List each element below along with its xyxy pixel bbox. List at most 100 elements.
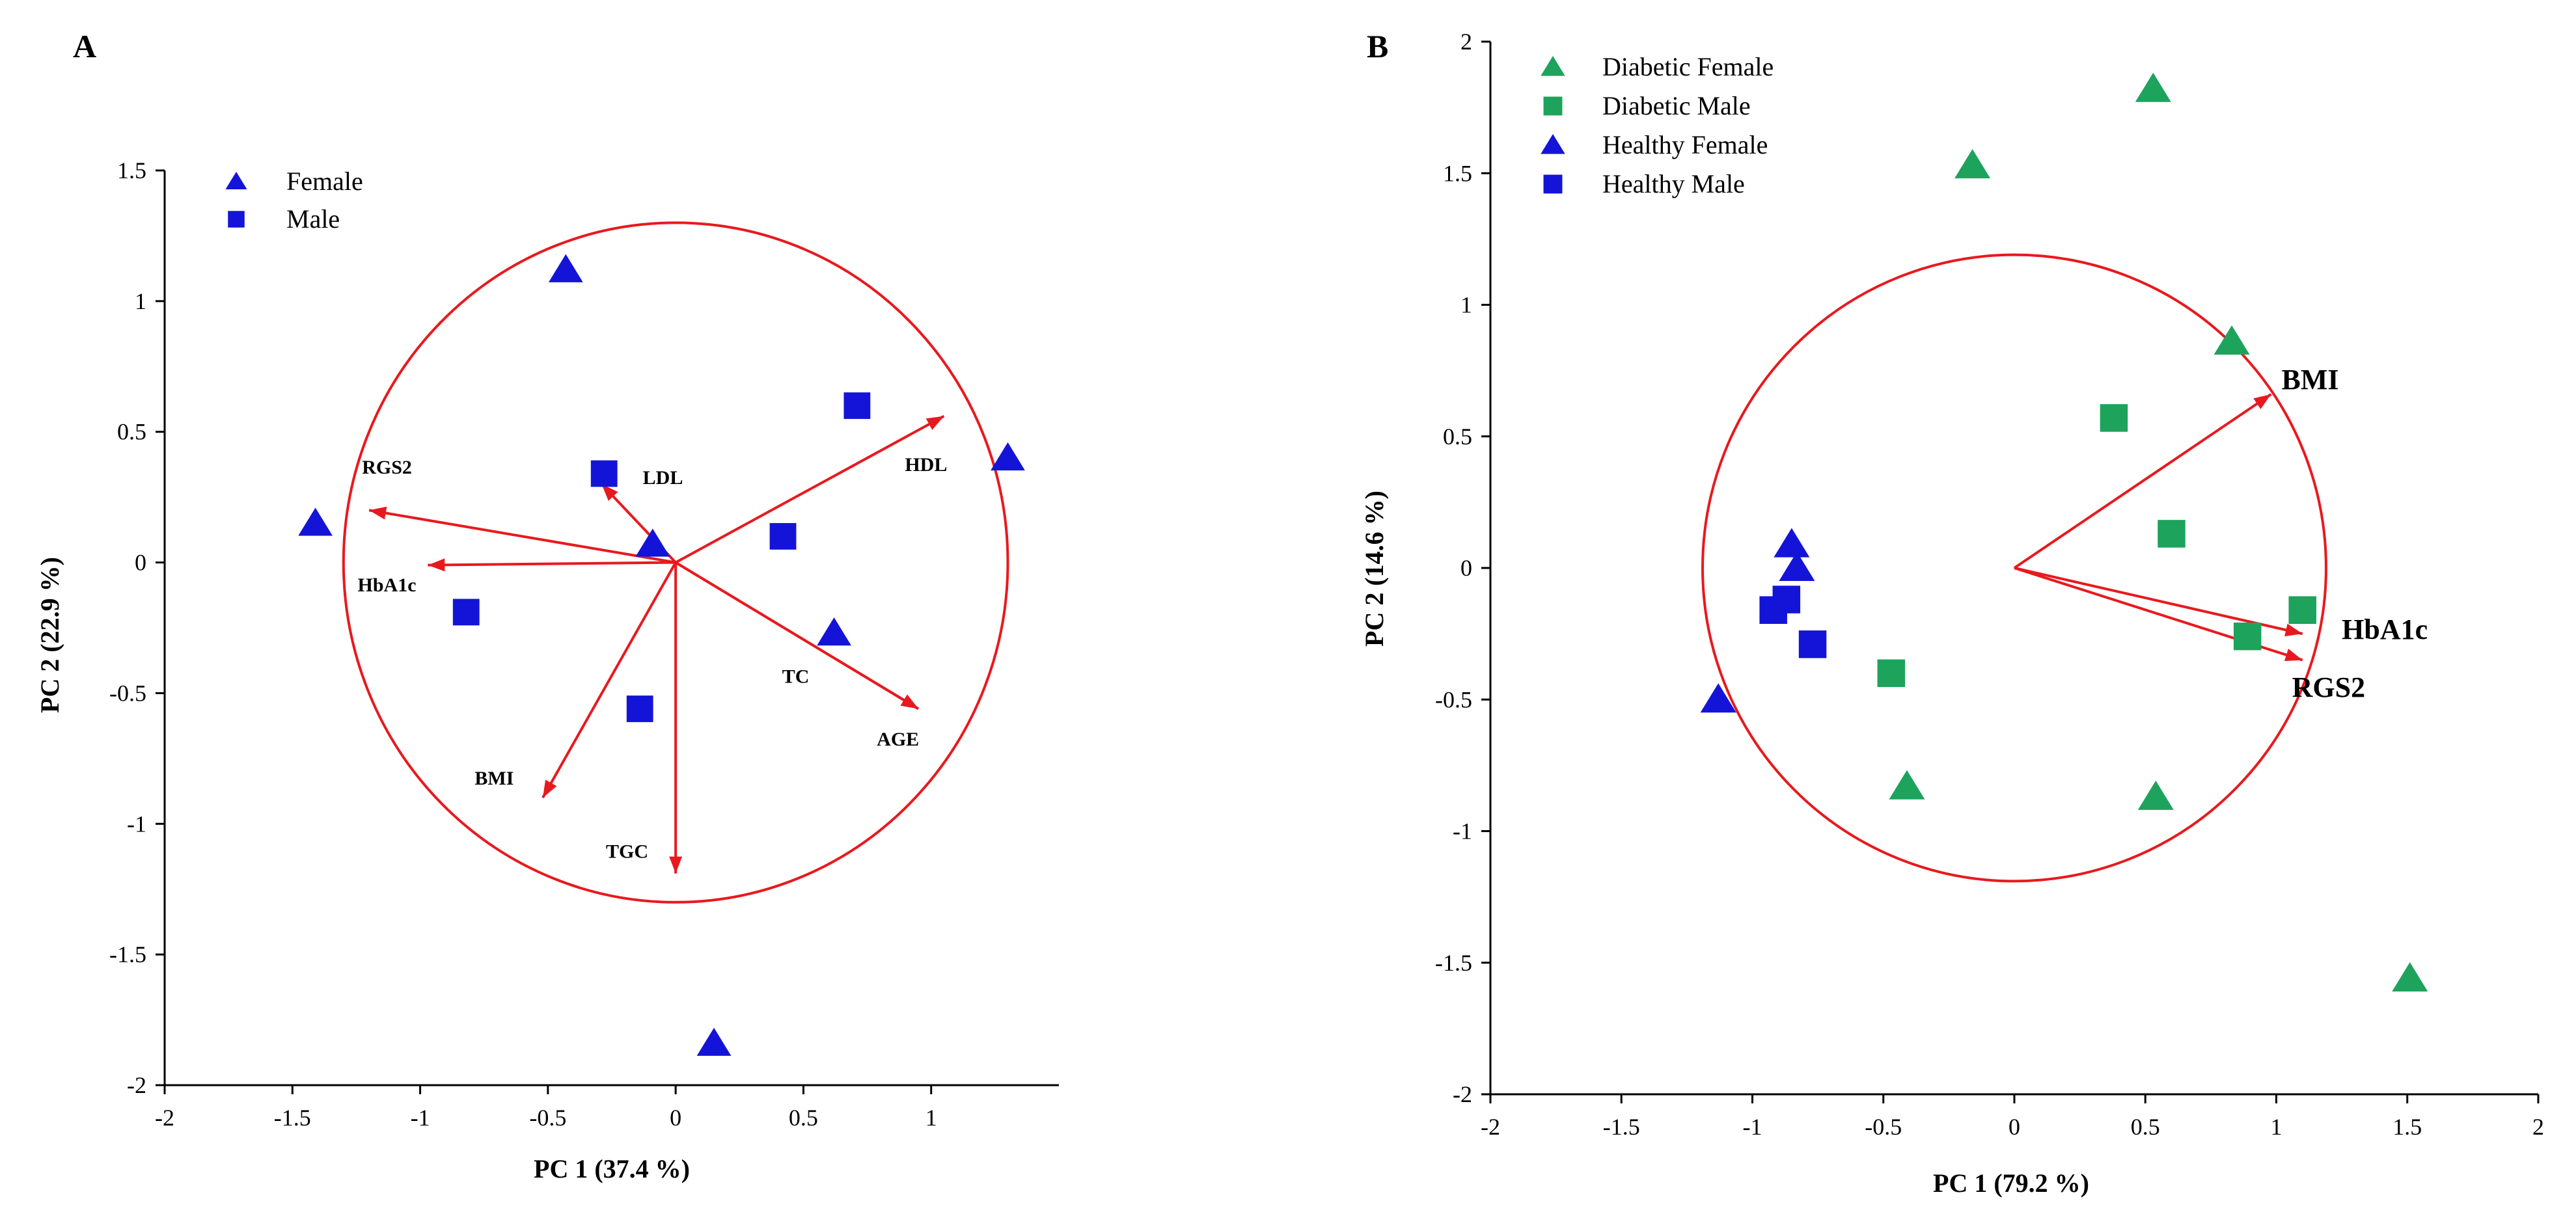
panel-b-point-healthy-female — [1774, 528, 1810, 558]
panel-b-y-tick-label: -0.5 — [1435, 686, 1472, 712]
panel-a-point-female — [548, 254, 583, 282]
panel-b-y-tick-label: 1.5 — [1443, 160, 1472, 186]
panel-a-x-tick-label: 0 — [670, 1105, 681, 1131]
panel-b-y-tick-label: 0 — [1460, 555, 1472, 581]
panel-b-biplot: B -2 -1.5 -1 -0.5 0 0.5 1 1.5 2 -2 -1.5 -1 -0.5 0 0.5 1 1… — [1360, 28, 2544, 1198]
panel-a-vector-label-ldl: LDL — [643, 467, 683, 489]
panel-b-x-tick-label: 0 — [2008, 1114, 2020, 1140]
panel-b-point-healthy-male — [1798, 630, 1827, 658]
panel-b-point-healthy-female — [1779, 552, 1815, 581]
panel-a-biplot: A -2 -1.5 -1 -0.5 0 0.5 1 -2 -1.5 -1 -0.5 0 0.5 1 1.5 PC… — [35, 28, 1059, 1183]
panel-a-vector-rgs2 — [368, 509, 676, 564]
panel-b-legend-label-diabetic-male: Diabetic Male — [1602, 91, 1751, 120]
panel-b-legend-marker-diabetic-female — [1541, 56, 1565, 76]
panel-a-letter: A — [73, 28, 96, 64]
panel-b-letter: B — [1367, 28, 1388, 64]
panel-b-legend-label-healthy-male: Healthy Male — [1602, 169, 1745, 198]
panel-a-legend-marker-female — [225, 172, 247, 189]
panel-b-vector-hba1c-head — [2284, 623, 2303, 637]
panel-b-point-diabetic-female — [2213, 325, 2250, 355]
panel-a-vector-age-head — [900, 694, 919, 709]
panel-a-vector-ldl-head — [601, 484, 618, 501]
panel-a-vector-label-hdl: HDL — [905, 454, 947, 476]
panel-a-y-tick-label: -2 — [127, 1072, 146, 1098]
panel-b-x-tick-label: 2 — [2532, 1114, 2544, 1140]
panel-b-legend-marker-diabetic-male — [1543, 96, 1563, 116]
panel-b-point-diabetic-female — [2137, 780, 2174, 810]
panel-b-x-tick-label: -1.5 — [1603, 1114, 1640, 1140]
panel-a-vector-hdl-head — [925, 416, 944, 430]
panel-a-vector-hba1c — [428, 561, 676, 567]
panel-b-point-diabetic-female — [2392, 962, 2428, 992]
panel-a-point-male — [590, 460, 618, 487]
panel-a-x-tick-label: -0.5 — [529, 1105, 566, 1131]
panel-b-point-diabetic-female — [1889, 770, 1925, 800]
panel-a-vector-age — [675, 561, 920, 710]
panel-b-x-tick-label: -0.5 — [1865, 1114, 1902, 1140]
panel-b-vector-label-hba1c: HbA1c — [2342, 614, 2428, 645]
panel-a-y-tick-label: -1 — [127, 811, 146, 837]
panel-b-point-diabetic-male — [2233, 622, 2262, 651]
panel-b-y-tick-label: -2 — [1453, 1081, 1472, 1107]
panel-a-x-tick-label: -2 — [155, 1105, 174, 1131]
panel-a-point-female — [298, 507, 333, 536]
panel-a-point-female — [696, 1027, 732, 1056]
panel-a-vector-hba1c-head — [428, 558, 445, 572]
panel-a-point-male — [452, 599, 480, 626]
panel-b-correlation-circle — [1701, 253, 2327, 883]
panel-a-x-tick-label: 1 — [925, 1105, 937, 1131]
panel-b-y-axis-title: PC 2 (14.6 %) — [1360, 491, 1389, 647]
panel-b-y-tick-label: -1.5 — [1435, 950, 1472, 976]
panel-a-point-female — [635, 528, 670, 557]
panel-b-legend-label-healthy-female: Healthy Female — [1602, 130, 1768, 159]
panel-a-y-tick-label: 1.5 — [117, 157, 146, 183]
panel-a-vector-label-tc: TC — [782, 666, 810, 687]
panel-a-x-tick-label: -1 — [411, 1105, 430, 1131]
panel-b-y-tick-label: 0.5 — [1443, 424, 1472, 450]
panel-a-x-axis-title: PC 1 (37.4 %) — [534, 1154, 690, 1183]
panel-a-vector-label-bmi: BMI — [474, 768, 514, 789]
panel-b-x-tick-label: -2 — [1481, 1114, 1500, 1140]
panel-a-y-axis-title: PC 2 (22.9 %) — [35, 557, 64, 713]
panel-a-y-tick-label: 0.5 — [117, 419, 146, 445]
panel-b-point-diabetic-male — [2288, 596, 2316, 624]
panel-a-point-male — [769, 523, 797, 550]
panel-b-point-diabetic-male — [2158, 520, 2185, 548]
panel-a-point-female — [991, 442, 1025, 471]
panel-b-y-tick-label: -1 — [1453, 818, 1472, 844]
panel-b-y-tick-label: 2 — [1460, 29, 1472, 55]
panel-a-legend-marker-male — [228, 211, 245, 228]
panel-b-point-diabetic-female — [1954, 149, 1991, 179]
panel-a-correlation-circle — [342, 221, 1009, 904]
panel-b-x-tick-label: -1 — [1743, 1114, 1762, 1140]
panel-b-x-tick-label: 1.5 — [2392, 1114, 2422, 1140]
panel-b-x-tick-label: 0.5 — [2131, 1114, 2160, 1140]
panel-a-point-female — [817, 617, 851, 646]
panel-b-x-tick-label: 1 — [2271, 1114, 2282, 1140]
panel-b-point-healthy-male — [1759, 596, 1787, 624]
panel-a-vector-tgc-head — [669, 856, 683, 874]
panel-a-vector-bmi — [541, 561, 677, 799]
panel-a-point-male — [843, 392, 871, 419]
panel-a-vector-label-hba1c: HbA1c — [358, 574, 417, 596]
panel-a-x-tick-label: -1.5 — [274, 1105, 311, 1131]
panel-a-y-tick-label: 1 — [135, 288, 146, 314]
panel-a-y-tick-label: -0.5 — [109, 680, 146, 706]
panel-b-vector-bmi — [2013, 393, 2272, 569]
panel-a-x-tick-label: 0.5 — [789, 1105, 818, 1131]
panel-b-vector-rgs2-head — [2284, 649, 2303, 662]
panel-a-vector-bmi-head — [543, 779, 557, 798]
panel-a-legend-label-male: Male — [286, 204, 340, 234]
panel-b-x-axis-title: PC 1 (79.2 %) — [1933, 1168, 2089, 1198]
panel-b-vector-label-rgs2: RGS2 — [2292, 671, 2365, 703]
panel-b-legend-label-diabetic-female: Diabetic Female — [1602, 52, 1774, 81]
panel-b-legend-marker-healthy-male — [1543, 174, 1563, 194]
panel-b-point-diabetic-female — [2135, 72, 2171, 102]
panel-a-y-tick-label: 0 — [135, 550, 146, 576]
panel-a-vector-hdl — [675, 414, 945, 564]
panel-b-point-diabetic-male — [2100, 404, 2128, 432]
panel-b-y-tick-label: 1 — [1460, 292, 1472, 318]
panel-a-y-tick-label: -1.5 — [109, 941, 146, 967]
panel-b-vector-bmi-head — [2253, 394, 2271, 409]
